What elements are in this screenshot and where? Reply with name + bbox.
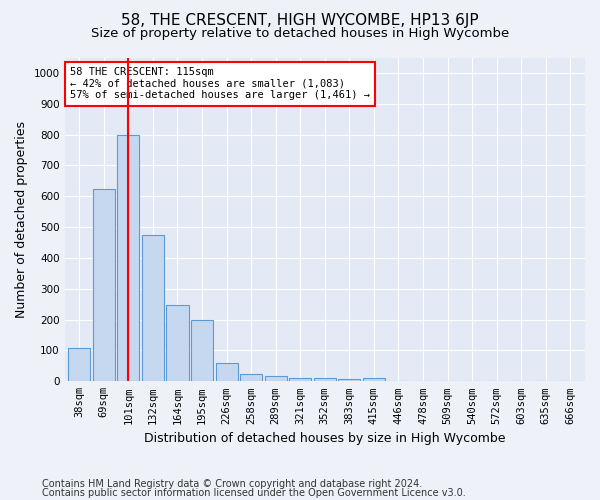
Bar	[191, 320, 213, 382]
Bar	[118, 134, 139, 382]
Text: 58 THE CRESCENT: 115sqm
← 42% of detached houses are smaller (1,083)
57% of semi: 58 THE CRESCENT: 115sqm ← 42% of detache…	[70, 67, 370, 100]
Bar	[215, 363, 238, 382]
Bar	[166, 305, 188, 382]
Bar	[265, 376, 287, 382]
Bar	[142, 235, 164, 382]
Bar	[68, 348, 91, 382]
Text: Contains HM Land Registry data © Crown copyright and database right 2024.: Contains HM Land Registry data © Crown c…	[42, 479, 422, 489]
Bar	[289, 378, 311, 382]
Text: Contains public sector information licensed under the Open Government Licence v3: Contains public sector information licen…	[42, 488, 466, 498]
Bar	[363, 378, 385, 382]
Text: Size of property relative to detached houses in High Wycombe: Size of property relative to detached ho…	[91, 28, 509, 40]
Bar	[314, 378, 336, 382]
Bar	[240, 374, 262, 382]
X-axis label: Distribution of detached houses by size in High Wycombe: Distribution of detached houses by size …	[144, 432, 506, 445]
Bar	[338, 379, 361, 382]
Text: 58, THE CRESCENT, HIGH WYCOMBE, HP13 6JP: 58, THE CRESCENT, HIGH WYCOMBE, HP13 6JP	[121, 12, 479, 28]
Bar	[93, 188, 115, 382]
Y-axis label: Number of detached properties: Number of detached properties	[15, 121, 28, 318]
